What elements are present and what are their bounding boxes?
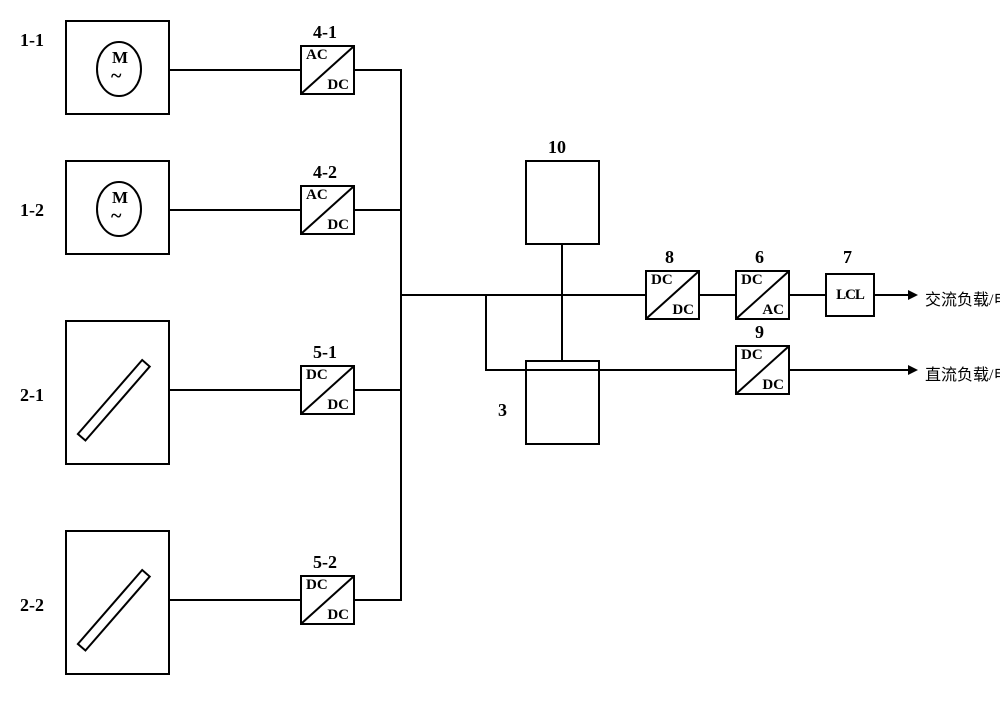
label-10: 10 <box>548 137 566 158</box>
label-6: 6 <box>755 247 764 268</box>
converter-4-1: AC DC <box>300 45 355 95</box>
wire <box>355 69 402 71</box>
wire <box>875 294 910 296</box>
conv-bot: AC <box>762 302 784 319</box>
output-ac-label: 交流负载/电网 <box>925 286 1000 310</box>
label-5-2: 5-2 <box>313 552 337 573</box>
wire <box>485 294 487 371</box>
motor-tilde-label: ~ <box>111 205 121 228</box>
wire <box>170 69 300 71</box>
dc-bus <box>400 69 402 601</box>
label-8: 8 <box>665 247 674 268</box>
converter-4-2: AC DC <box>300 185 355 235</box>
converter-6: DC AC <box>735 270 790 320</box>
converter-5-1: DC DC <box>300 365 355 415</box>
label-1-2: 1-2 <box>20 200 44 221</box>
converter-5-2: DC DC <box>300 575 355 625</box>
label-4-1: 4-1 <box>313 22 337 43</box>
lcl-filter: LCL <box>825 273 875 317</box>
wire <box>170 209 300 211</box>
label-2-2: 2-2 <box>20 595 44 616</box>
wire <box>170 599 300 601</box>
conv-top: AC <box>306 187 328 204</box>
wire <box>355 599 402 601</box>
block-10 <box>525 160 600 245</box>
conv-bot: DC <box>327 77 349 94</box>
motor-tilde-label: ~ <box>111 65 121 88</box>
block-3 <box>525 360 600 445</box>
wire <box>700 294 735 296</box>
panel-bar-icon <box>76 359 151 442</box>
label-2-1: 2-1 <box>20 385 44 406</box>
wire <box>561 245 563 360</box>
wire <box>170 389 300 391</box>
diagram-canvas: M ~ M ~ AC DC AC DC <box>0 0 1000 714</box>
wire <box>485 369 735 371</box>
conv-bot: DC <box>672 302 694 319</box>
arrow-right-icon <box>908 365 918 375</box>
panel-bar-icon <box>76 569 151 652</box>
lcl-label: LCL <box>836 287 864 304</box>
source-box-1-1: M ~ <box>65 20 170 115</box>
conv-top: AC <box>306 47 328 64</box>
conv-top: DC <box>741 272 763 289</box>
conv-top: DC <box>741 347 763 364</box>
conv-bot: DC <box>327 607 349 624</box>
converter-9: DC DC <box>735 345 790 395</box>
conv-top: DC <box>306 577 328 594</box>
wire <box>400 294 645 296</box>
label-4-2: 4-2 <box>313 162 337 183</box>
source-box-2-2 <box>65 530 170 675</box>
label-1-1: 1-1 <box>20 30 44 51</box>
label-5-1: 5-1 <box>313 342 337 363</box>
wire <box>355 209 402 211</box>
converter-8: DC DC <box>645 270 700 320</box>
arrow-right-icon <box>908 290 918 300</box>
label-7: 7 <box>843 247 852 268</box>
conv-top: DC <box>651 272 673 289</box>
label-3: 3 <box>498 400 507 421</box>
source-box-1-2: M ~ <box>65 160 170 255</box>
source-box-2-1 <box>65 320 170 465</box>
conv-bot: DC <box>762 377 784 394</box>
wire <box>355 389 402 391</box>
output-dc-label: 直流负载/电网 <box>925 361 1000 385</box>
wire <box>790 294 825 296</box>
label-9: 9 <box>755 322 764 343</box>
wire <box>790 369 910 371</box>
conv-bot: DC <box>327 397 349 414</box>
conv-top: DC <box>306 367 328 384</box>
conv-bot: DC <box>327 217 349 234</box>
